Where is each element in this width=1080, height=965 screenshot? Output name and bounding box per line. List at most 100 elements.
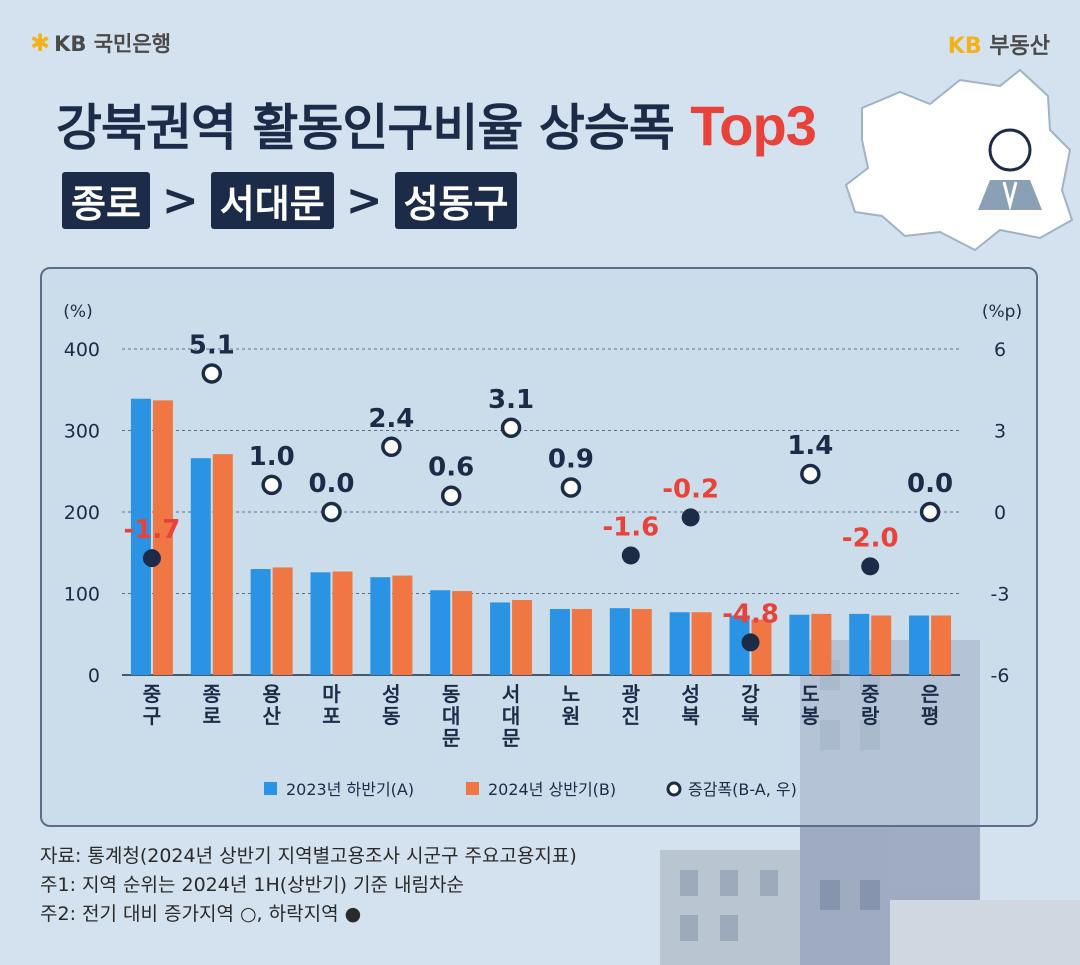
bar-b-4 — [392, 575, 413, 675]
x-tick-label-char: 강 — [741, 682, 760, 706]
y-right-tick-label: -3 — [991, 584, 1010, 606]
change-marker-positive — [201, 363, 223, 384]
legend-swatch-a — [264, 782, 277, 795]
bar-b-8 — [631, 608, 652, 675]
x-tick-label-char: 랑 — [861, 704, 880, 728]
x-tick-label-char: 구 — [143, 704, 161, 728]
y-right-unit: (%p) — [982, 302, 1022, 322]
x-tick-label-char: 동 — [382, 704, 400, 728]
y-left-tick-label: 200 — [64, 502, 100, 524]
ranking-row: 종로 > 서대문 > 성동구 — [62, 172, 518, 229]
change-marker-positive — [800, 463, 821, 485]
x-tick-label-char: 노 — [562, 682, 580, 706]
bar-a-9 — [669, 612, 690, 675]
bar-b-12 — [871, 615, 892, 675]
bar-a-2 — [250, 569, 271, 675]
change-marker-positive — [919, 501, 941, 523]
x-tick-label-char: 포 — [322, 704, 340, 728]
x-tick-label-char: 문 — [502, 726, 520, 750]
change-value-label: -1.7 — [123, 515, 180, 545]
legend-label-b: 2024년 상반기(B) — [488, 780, 616, 799]
rank-3-box: 성동구 — [394, 172, 518, 229]
source-line: 자료: 통계청(2024년 상반기 지역별고용조사 시군구 주요고용지표) — [40, 845, 577, 867]
bar-a-8 — [609, 608, 630, 675]
y-left-unit: (%) — [63, 302, 92, 322]
x-tick-label-char: 서 — [502, 682, 520, 706]
kb-bank-logo: ✱ KB 국민은행 — [30, 28, 171, 58]
x-tick-label-char: 문 — [442, 726, 460, 750]
bar-b-0 — [152, 400, 173, 675]
x-tick-label-char: 중 — [143, 682, 161, 706]
change-value-label: 0.0 — [907, 469, 953, 499]
x-tick-label-char: 봉 — [801, 704, 819, 728]
x-tick-label-char: 산 — [262, 704, 281, 728]
change-marker-positive — [321, 501, 342, 523]
bar-a-6 — [490, 602, 511, 675]
change-value-label: 2.4 — [368, 404, 414, 434]
note-line-2: 주2: 전기 대비 증가지역 ○, 하락지역 ● — [40, 903, 362, 925]
change-value-label: 0.9 — [548, 445, 594, 475]
bar-a-7 — [549, 608, 570, 675]
change-marker-negative — [621, 546, 640, 565]
rank-separator: > — [161, 175, 199, 226]
change-value-label: 0.0 — [308, 469, 354, 499]
person-icon — [978, 128, 1042, 211]
y-left-tick-label: 0 — [88, 665, 100, 687]
bar-b-2 — [272, 567, 293, 675]
bar-b-13 — [931, 615, 952, 675]
map-silhouette-icon — [844, 68, 1074, 252]
x-tick-label-char: 마 — [322, 682, 341, 706]
title-highlight: Top3 — [690, 94, 817, 157]
x-tick-label-char: 성 — [382, 682, 400, 706]
bar-a-11 — [789, 614, 810, 675]
bar-a-10 — [729, 615, 750, 675]
brand-left-text: KB 국민은행 — [54, 32, 171, 56]
x-tick-label-char: 도 — [801, 682, 819, 706]
x-tick-label-char: 광 — [622, 682, 641, 706]
x-tick-label-char: 은 — [921, 682, 939, 706]
x-tick-label-char: 원 — [562, 704, 580, 728]
kb-realestate-logo: KB 부동산 — [948, 28, 1050, 60]
bar-a-1 — [190, 458, 211, 675]
change-marker-positive — [261, 474, 282, 496]
y-right-tick-label: 6 — [994, 339, 1006, 361]
y-right-tick-label: 0 — [994, 502, 1006, 524]
bar-a-0 — [130, 398, 151, 675]
change-value-label: 0.6 — [428, 453, 474, 483]
change-value-label: -0.2 — [662, 474, 719, 504]
bar-a-5 — [430, 590, 451, 675]
note-line-1: 주1: 지역 순위는 2024년 1H(상반기) 기준 내림차순 — [40, 874, 464, 896]
change-marker-negative — [681, 508, 700, 527]
x-tick-label-char: 중 — [861, 682, 879, 706]
y-right-tick-label: -6 — [991, 665, 1010, 687]
legend-label-c: 증감폭(B-A, 우) — [688, 780, 797, 799]
bar-a-4 — [370, 577, 391, 675]
change-marker-positive — [440, 485, 462, 506]
kb-star-icon: ✱ — [30, 29, 51, 57]
bar-b-7 — [571, 608, 592, 675]
x-tick-label-char: 북 — [681, 704, 699, 728]
bar-b-3 — [332, 571, 353, 675]
x-tick-label-char: 종 — [203, 682, 221, 706]
x-tick-label-char: 용 — [262, 682, 280, 706]
x-tick-label-char: 로 — [203, 704, 221, 728]
y-left-tick-label: 300 — [64, 421, 100, 443]
source-notes: 자료: 통계청(2024년 상반기 지역별고용조사 시군구 주요고용지표) 주1… — [40, 842, 577, 929]
x-tick-label-char: 대 — [502, 704, 520, 728]
x-tick-label-char: 진 — [622, 704, 640, 728]
brand-right-text: 부동산 — [989, 34, 1050, 59]
x-tick-label-char: 동 — [442, 682, 460, 706]
rank-2-box: 서대문 — [210, 172, 334, 229]
bar-b-6 — [512, 600, 533, 675]
change-value-label: -2.0 — [842, 523, 899, 553]
y-right-tick-label: 3 — [994, 421, 1006, 443]
bar-b-9 — [691, 612, 712, 675]
rank-1-box: 종로 — [62, 172, 150, 229]
change-marker-negative — [142, 549, 161, 568]
change-value-label: -1.6 — [602, 512, 659, 542]
change-value-label: -4.8 — [722, 599, 779, 629]
bar-a-13 — [909, 615, 930, 675]
legend-marker-c — [666, 781, 682, 797]
title-main: 강북권역 활동인구비율 상승폭 — [56, 99, 675, 157]
